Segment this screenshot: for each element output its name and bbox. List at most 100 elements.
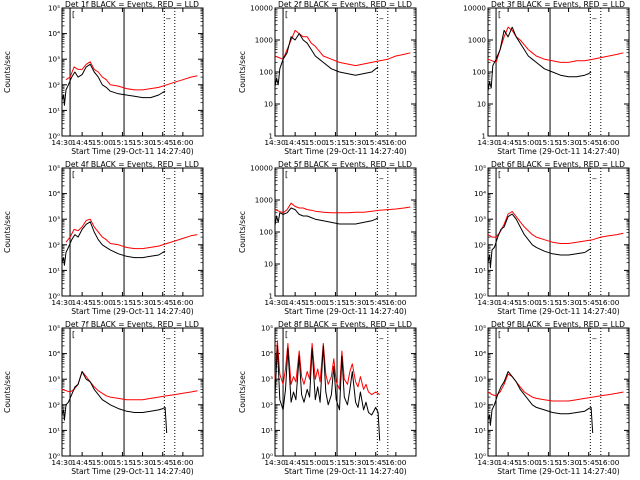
interval-marker: [ [285, 330, 288, 339]
x-tick-label: 14:30 [51, 138, 73, 147]
x-tick-label: 14:45 [284, 298, 306, 307]
y-tick-label: 10⁰ [48, 132, 60, 141]
x-tick-label: 14:45 [284, 138, 306, 147]
y-tick-label: 10⁴ [474, 189, 486, 198]
plot-frame [487, 327, 630, 457]
x-axis-label: Start Time (29-Oct-11 14:27:40) [71, 147, 194, 156]
y-tick-label: 10³ [474, 215, 486, 224]
y-tick-label: 10⁰ [474, 452, 486, 461]
chart-panel: Det 3f BLACK = Events, RED = LLD Start Ti… [463, 0, 630, 156]
y-tick-label: 10⁵ [474, 324, 486, 333]
y-tick-label: 10³ [261, 375, 273, 384]
x-tick-label: 15:30 [132, 138, 154, 147]
x-tick-label: 15:15 [325, 298, 347, 307]
y-tick-label: 10² [48, 400, 60, 409]
y-tick-label: 100 [259, 228, 273, 237]
x-tick-label: 15:15 [112, 458, 134, 467]
y-tick-label: 10¹ [474, 266, 486, 275]
chart-panel: Det 2f BLACK = Events, RED = LLD Start Ti… [238, 0, 417, 156]
x-tick-label: 15:45 [578, 138, 600, 147]
plot-frame [61, 167, 204, 297]
chart-title: Det 9f BLACK = Events, RED = LLD [491, 320, 625, 329]
y-tick-label: 10⁴ [48, 189, 60, 198]
series-events-line [274, 33, 379, 87]
y-axis-label: Counts/sec [3, 51, 12, 93]
series-lld-line [274, 340, 380, 396]
y-tick-label: 10000 [250, 164, 273, 173]
series-lld-line [487, 373, 624, 402]
x-tick-label: 15:15 [538, 298, 560, 307]
x-tick-label: 14:30 [51, 298, 73, 307]
x-tick-label: 15:00 [305, 138, 327, 147]
chart-title: Det 8f BLACK = Events, RED = LLD [278, 320, 412, 329]
x-tick-label: 15:15 [538, 138, 560, 147]
x-tick-label: 14:30 [264, 138, 286, 147]
x-tick-label: 15:30 [558, 138, 580, 147]
x-tick-label: 15:15 [325, 138, 347, 147]
y-tick-label: 10² [474, 400, 486, 409]
x-tick-label: 15:30 [558, 458, 580, 467]
interval-marker: [ [498, 170, 501, 179]
chart-title: Det 3f BLACK = Events, RED = LLD [491, 0, 625, 9]
x-tick-label: 15:00 [92, 138, 114, 147]
plot-frame [61, 7, 204, 137]
x-tick-label: 15:00 [92, 298, 114, 307]
x-tick-label: 14:30 [264, 458, 286, 467]
x-tick-label: 15:45 [365, 138, 387, 147]
plot-frame [487, 167, 630, 297]
chart-panel: Det 9f BLACK = Events, RED = LLD Start Ti… [474, 320, 630, 476]
x-axis-label: Start Time (29-Oct-11 14:27:40) [71, 307, 194, 316]
interval-marker: _ [165, 170, 171, 179]
plot-frame [274, 7, 417, 137]
x-tick-label: 15:15 [112, 298, 134, 307]
interval-marker: _ [165, 330, 171, 339]
plot-frame [487, 7, 630, 137]
interval-marker: [ [285, 10, 288, 19]
x-tick-label: 15:00 [92, 458, 114, 467]
x-tick-label: 15:45 [152, 138, 174, 147]
x-tick-label: 16:00 [385, 138, 407, 147]
x-tick-label: 15:30 [345, 298, 367, 307]
y-tick-label: 10³ [48, 215, 60, 224]
y-tick-label: 100 [472, 68, 486, 77]
interval-marker: [ [72, 170, 75, 179]
y-tick-label: 1 [268, 132, 273, 141]
series-lld-line [65, 61, 198, 91]
interval-marker: _ [591, 330, 597, 339]
interval-marker: [ [72, 330, 75, 339]
y-tick-label: 1 [268, 292, 273, 301]
y-tick-label: 10³ [48, 375, 60, 384]
plot-frame [274, 167, 417, 297]
series-events-line [487, 371, 594, 434]
interval-marker: _ [378, 170, 384, 179]
x-tick-label: 14:30 [477, 298, 499, 307]
chart-title: Det 6f BLACK = Events, RED = LLD [491, 160, 625, 169]
y-tick-label: 1 [481, 132, 486, 141]
y-tick-label: 10⁴ [261, 349, 273, 358]
x-tick-label: 16:00 [385, 458, 407, 467]
plot-frame [61, 327, 204, 457]
x-axis-label: Start Time (29-Oct-11 14:27:40) [497, 147, 620, 156]
x-tick-label: 14:45 [497, 298, 519, 307]
y-tick-label: 10² [261, 400, 273, 409]
x-tick-label: 15:45 [365, 298, 387, 307]
y-tick-label: 10⁴ [474, 349, 486, 358]
x-tick-label: 15:00 [518, 458, 540, 467]
x-tick-label: 16:00 [598, 298, 620, 307]
x-tick-label: 15:15 [112, 138, 134, 147]
series-lld-line [61, 371, 198, 401]
chart-title: Det 2f BLACK = Events, RED = LLD [278, 0, 412, 9]
x-tick-label: 15:15 [538, 458, 560, 467]
y-tick-label: 10¹ [48, 266, 60, 275]
x-axis-label: Start Time (29-Oct-11 14:27:40) [284, 467, 407, 476]
x-tick-label: 15:30 [132, 298, 154, 307]
interval-marker: [ [72, 10, 75, 19]
series-events-line [61, 221, 166, 266]
chart-panel: Det 1f BLACK = Events, RED = LLD Start Ti… [3, 0, 204, 156]
series-events-line [61, 371, 168, 434]
chart-panel: Det 5f BLACK = Events, RED = LLD Start Ti… [238, 160, 417, 316]
x-tick-label: 15:30 [132, 458, 154, 467]
x-tick-label: 15:45 [578, 458, 600, 467]
x-tick-label: 14:45 [71, 138, 93, 147]
